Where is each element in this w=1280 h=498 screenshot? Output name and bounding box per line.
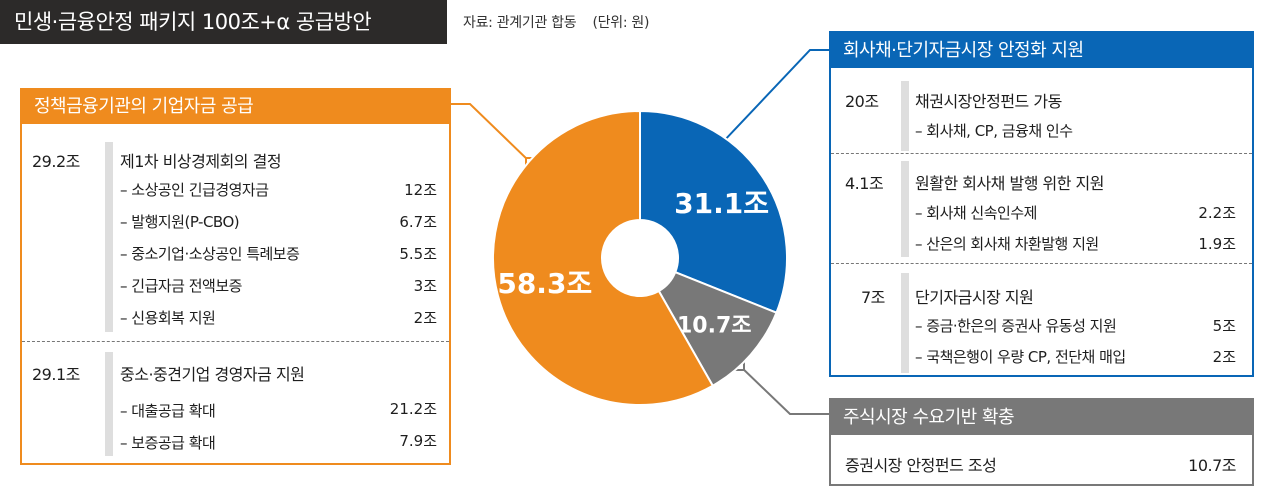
list-item-label: 증권시장 안정펀드 조성	[845, 456, 997, 475]
connector-right	[721, 49, 829, 144]
list-item-amount: 6.7조	[399, 213, 437, 231]
bottom-panel-header: 주식시장 수요기반 확충	[831, 400, 1252, 435]
group-title: 중소·중견기업 경영자금 지원	[120, 365, 305, 384]
slice-label: 10.7조	[677, 314, 752, 339]
list-item-amount: 12조	[404, 181, 437, 199]
group-title: 단기자금시장 지원	[915, 288, 1034, 307]
left-panel: 정책금융기관의 기업자금 공급 29.2조 제1차 비상경제회의 결정 – 소상…	[20, 88, 451, 465]
slice-label: 58.3조	[497, 267, 592, 300]
list-item-label: – 발행지원(P-CBO)	[120, 213, 240, 231]
group-divider	[901, 161, 909, 257]
source-text: 자료: 관계기관 합동	[463, 15, 577, 31]
list-item-amount: 5조	[1212, 317, 1236, 335]
left-panel-header: 정책금융기관의 기업자금 공급	[22, 90, 449, 124]
list-item-label: – 보증공급 확대	[120, 434, 216, 452]
group-divider	[901, 81, 909, 151]
group-amount: 29.1조	[32, 365, 80, 384]
donut-slice	[639, 109, 788, 315]
group-divider	[105, 352, 113, 456]
page-title: 민생·금융안정 패키지 100조+α 공급방안	[0, 0, 447, 44]
donut-slice	[492, 109, 715, 406]
list-item-label: – 회사채, CP, 금융채 인수	[915, 122, 1073, 140]
group-amount: 7조	[861, 288, 885, 307]
group-divider	[105, 142, 113, 332]
dashed-divider	[831, 263, 1252, 264]
donut-slice	[657, 270, 778, 388]
connector-bottom	[739, 365, 829, 415]
list-item-amount: 10.7조	[1188, 456, 1236, 475]
slice-label: 31.1조	[674, 187, 769, 220]
group-amount: 29.2조	[32, 152, 80, 171]
list-item-amount: 1.9조	[1198, 235, 1236, 253]
list-item-label: – 신용회복 지원	[120, 309, 216, 327]
list-item-label: – 소상공인 긴급경영자금	[120, 181, 269, 199]
group-amount: 4.1조	[845, 174, 884, 193]
group-title: 제1차 비상경제회의 결정	[120, 152, 282, 171]
list-item-label: – 대출공급 확대	[120, 402, 216, 420]
list-item-label: – 긴급자금 전액보증	[120, 277, 242, 295]
list-item-label: – 회사채 신속인수제	[915, 204, 1037, 222]
right-panel: 회사채·단기자금시장 안정화 지원 20조 채권시장안정펀드 가동 – 회사채,…	[829, 31, 1254, 377]
right-panel-header: 회사채·단기자금시장 안정화 지원	[831, 33, 1252, 68]
list-item-amount: 7.9조	[399, 432, 437, 450]
list-item-amount: 2조	[413, 309, 437, 327]
group-divider	[901, 273, 909, 373]
list-item-label: – 국책은행이 우량 CP, 전단채 매입	[915, 348, 1126, 366]
group-title: 채권시장안정펀드 가동	[915, 92, 1062, 111]
connector-left	[451, 103, 531, 163]
list-item-amount: 5.5조	[399, 245, 437, 263]
group-amount: 20조	[845, 92, 879, 111]
dashed-divider	[831, 153, 1252, 154]
list-item-amount: 21.2조	[389, 400, 437, 418]
list-item-label: – 산은의 회사채 차환발행 지원	[915, 235, 1099, 253]
group-title: 원활한 회사채 발행 위한 지원	[915, 174, 1104, 193]
unit-text: (단위: 원)	[592, 15, 650, 31]
list-item-amount: 2.2조	[1198, 204, 1236, 222]
bottom-panel: 주식시장 수요기반 확충 증권시장 안정펀드 조성 10.7조	[829, 398, 1254, 486]
list-item-label: – 중소기업·소상공인 특례보증	[120, 245, 300, 263]
dashed-divider	[22, 341, 449, 342]
list-item-label: – 증금·한은의 증권사 유동성 지원	[915, 317, 1117, 335]
source-note: 자료: 관계기관 합동 (단위: 원)	[463, 12, 649, 32]
list-item-amount: 2조	[1212, 348, 1236, 366]
donut-chart: 31.1조 10.7조 58.3조	[492, 109, 788, 406]
list-item-amount: 3조	[413, 277, 437, 295]
